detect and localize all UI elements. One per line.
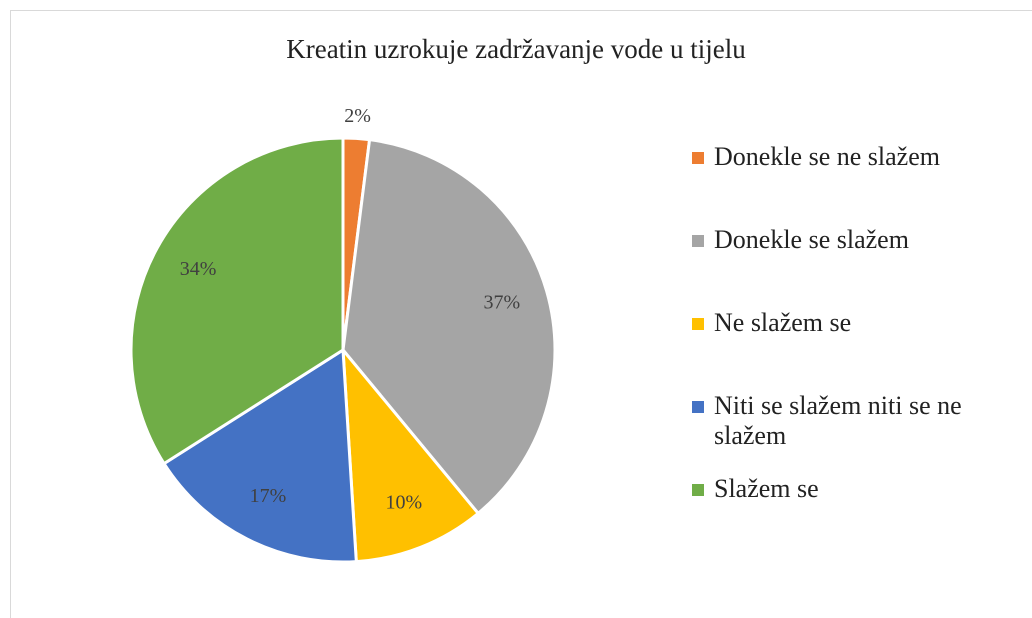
legend-item: Niti se slažem niti se ne slažem [692,391,1012,451]
legend-swatch [692,318,704,330]
data-label: 37% [483,291,520,313]
legend-swatch [692,152,704,164]
legend-item: Slažem se [692,474,1012,504]
legend-item: Ne slažem se [692,308,1012,338]
data-label: 2% [344,105,371,127]
legend-item: Donekle se slažem [692,225,1012,255]
chart-title: Kreatin uzrokuje zadržavanje vode u tije… [286,34,746,64]
legend-label: Slažem se [714,474,819,503]
data-label: 10% [386,491,423,513]
data-label: 17% [250,485,287,507]
legend-label: Donekle se slažem [714,225,909,254]
legend-swatch [692,484,704,496]
legend-label: Ne slažem se [714,308,852,337]
pie-slice [129,136,345,466]
pie-slice [161,347,358,564]
legend-item: Donekle se ne slažem [692,142,1012,172]
legend-swatch [692,401,704,413]
pie-slice [341,137,557,516]
data-label: 34% [180,258,217,280]
pie-slice [341,345,481,564]
legend-swatch [692,235,704,247]
chart-frame [10,10,1032,618]
legend-label: Niti se slažem niti se ne slažem [714,391,962,450]
legend: Donekle se ne slažem Donekle se slažem Ne … [692,142,1012,504]
legend-label: Donekle se ne slažem [714,142,940,171]
